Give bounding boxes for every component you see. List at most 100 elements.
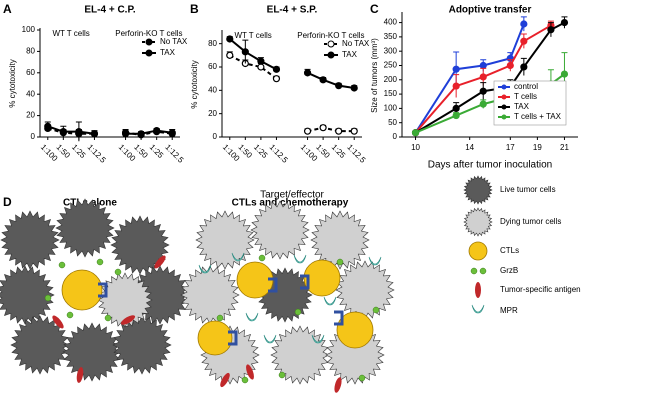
series-line	[229, 54, 355, 133]
x-tick-label: 17	[506, 143, 515, 152]
panel-label: D	[3, 195, 12, 209]
x-tick-label: 1:25	[148, 143, 166, 161]
y-tick-label: 350	[384, 32, 398, 41]
data-point	[272, 65, 281, 73]
x-axis-label: Target/effector	[260, 190, 324, 201]
data-point	[303, 127, 312, 135]
legend-label: TAX	[514, 102, 530, 111]
receptor	[98, 282, 108, 298]
legend-marker	[501, 104, 507, 110]
series-line	[229, 38, 355, 89]
mpr	[198, 264, 212, 274]
data-point	[520, 20, 528, 28]
tumor-cell	[195, 210, 255, 270]
y-tick-label: 20	[208, 109, 217, 118]
y-axis-label: % cytotoxicity	[190, 60, 199, 108]
y-tick-label: 100	[22, 25, 36, 34]
data-point	[319, 124, 327, 132]
grzb	[96, 258, 104, 266]
data-point	[452, 111, 460, 120]
y-axis-label: % cytotoxicity	[8, 59, 17, 107]
x-tick-label: 1:12.5	[268, 143, 290, 165]
legend-label: CTLs	[500, 246, 519, 255]
antigen	[475, 282, 481, 298]
mpr	[323, 296, 337, 306]
data-point	[520, 37, 528, 45]
legend-marker	[327, 40, 335, 48]
tumor-cell	[0, 210, 60, 270]
ctl	[468, 241, 488, 261]
tumor-cell	[310, 210, 370, 270]
grzb	[44, 294, 52, 302]
y-tick-label: 60	[208, 62, 217, 71]
data-point	[272, 75, 281, 83]
ctl	[197, 320, 233, 356]
grzb	[278, 371, 286, 379]
tumor-cell	[250, 200, 310, 260]
data-point	[319, 76, 327, 84]
mpr	[263, 334, 277, 344]
legend-marker	[145, 38, 153, 46]
antigen	[154, 255, 166, 269]
data-point	[44, 122, 52, 130]
data-point	[560, 70, 569, 78]
data-point	[257, 63, 265, 71]
x-tick-label: 1:12.5	[86, 143, 108, 165]
y-tick-label: 200	[384, 75, 398, 84]
x-tick-label: 1:25	[252, 143, 270, 161]
grzb	[336, 258, 344, 266]
data-point	[335, 82, 343, 90]
x-tick-label: 21	[560, 143, 569, 152]
antigen	[120, 315, 136, 325]
series-line	[47, 125, 173, 135]
mpr	[368, 256, 382, 266]
grzb	[258, 254, 266, 262]
grzb	[114, 268, 122, 276]
y-tick-label: 0	[393, 132, 398, 141]
legend-marker	[501, 94, 507, 100]
tumor-cell	[463, 207, 493, 237]
y-tick-label: 20	[26, 111, 35, 120]
legend-label: TAX	[160, 48, 176, 57]
y-tick-label: 400	[384, 18, 398, 27]
antigen	[246, 364, 254, 380]
data-point	[350, 127, 358, 135]
y-tick-label: 150	[384, 89, 398, 98]
mpr	[231, 252, 245, 262]
x-axis-label: Days after tumor inoculation	[428, 160, 553, 171]
data-point	[168, 129, 176, 137]
y-tick-label: 50	[388, 118, 397, 127]
tumor-cell	[55, 198, 115, 258]
data-point	[335, 127, 343, 135]
legend-label: T cells	[514, 92, 537, 101]
data-point	[452, 82, 460, 90]
x-tick-label: 1:12.5	[345, 143, 367, 165]
grzb	[479, 267, 487, 275]
y-tick-label: 40	[26, 89, 35, 98]
legend-label: control	[514, 82, 538, 91]
legend-marker	[145, 49, 153, 57]
legend-label: Live tumor cells	[500, 185, 556, 194]
y-tick-label: 250	[384, 61, 398, 70]
legend-marker	[327, 51, 335, 59]
data-point	[479, 100, 487, 108]
data-point	[59, 128, 67, 136]
x-tick-label: 19	[533, 143, 542, 152]
grzb	[358, 374, 366, 382]
data-point	[560, 18, 569, 27]
data-point	[452, 104, 460, 112]
x-tick-label: 1:25	[330, 143, 348, 161]
x-tick-label: 1:25	[70, 143, 88, 161]
grzb	[66, 311, 74, 319]
tumor-cell	[112, 315, 172, 375]
legend-marker	[501, 84, 507, 90]
data-point	[520, 63, 528, 71]
data-point	[350, 84, 358, 92]
data-point	[411, 129, 420, 137]
antigen	[334, 377, 342, 393]
data-point	[121, 130, 130, 138]
diagram-title: CTLs and chemotherapy	[232, 198, 349, 209]
y-tick-label: 300	[384, 46, 398, 55]
y-tick-label: 100	[384, 104, 398, 113]
data-point	[153, 126, 161, 135]
